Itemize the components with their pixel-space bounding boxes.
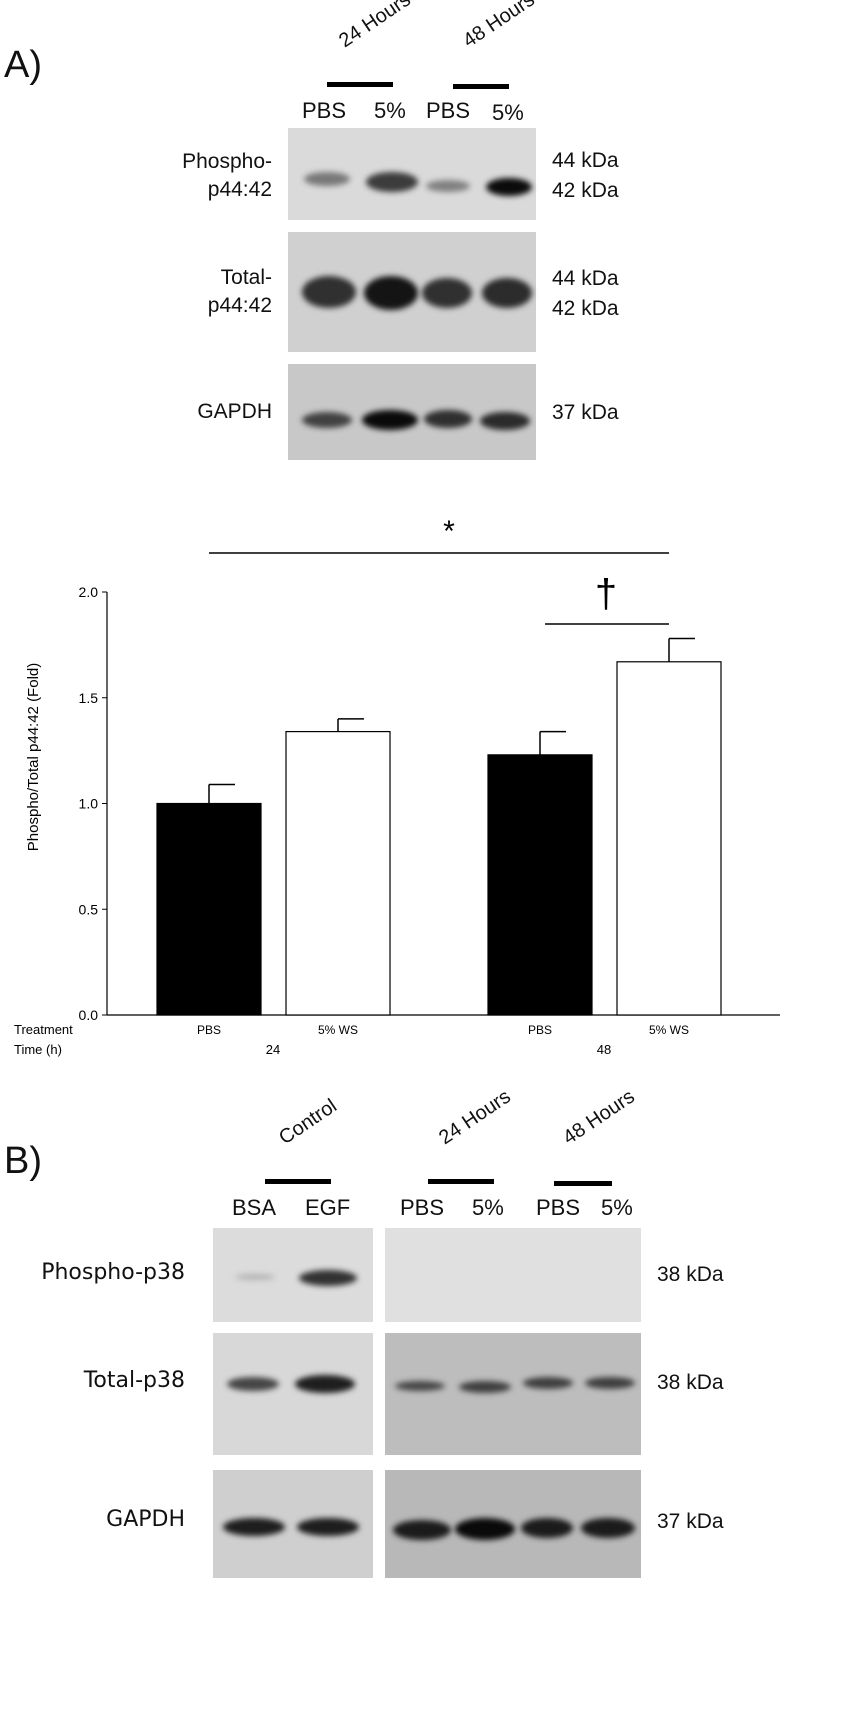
lane-label: 5% xyxy=(472,1195,504,1220)
blot-gapdh-b-treated xyxy=(385,1470,641,1578)
panel-a-letter: A) xyxy=(4,44,42,86)
lane-label: EGF xyxy=(305,1195,351,1220)
bar xyxy=(616,661,722,1016)
blot-phospho-p38-control xyxy=(213,1228,373,1322)
row-label-phospho: Phospho- p44:42 xyxy=(182,150,272,201)
row-label-time: Time (h) xyxy=(14,1042,62,1057)
lane-label: 5% xyxy=(374,98,406,123)
significance-symbol: † xyxy=(595,572,617,616)
group-line-48h xyxy=(453,84,509,89)
kda-label: 44 kDa 42 kDa xyxy=(552,267,619,320)
blot-phospho-p44-42 xyxy=(288,128,536,220)
lane-label: PBS xyxy=(400,1195,445,1220)
lane-label: 5% xyxy=(492,100,524,125)
blot-gapdh-a xyxy=(288,364,536,460)
kda-label: 38 kDa xyxy=(657,1263,724,1286)
y-tick-label: 2.0 xyxy=(79,584,99,600)
group-line-24h xyxy=(327,82,393,87)
blot-gapdh-b-control xyxy=(213,1470,373,1578)
lane-label: PBS xyxy=(302,98,347,123)
x-tick-label: PBS xyxy=(528,1023,552,1037)
group-line-48h xyxy=(554,1181,612,1186)
group-line-control xyxy=(265,1179,331,1184)
y-tick-label: 0.0 xyxy=(79,1007,99,1023)
row-label-gapdh: GAPDH xyxy=(197,400,272,423)
x-tick-label: PBS xyxy=(197,1023,221,1037)
bar-chart: Phospho/Total p44:42 (Fold) 0.0 0.5 1.0 1.5… xyxy=(14,515,780,1057)
row-label-phospho-p38: Phospho-p38 xyxy=(41,1260,185,1285)
time-label: 24 xyxy=(266,1042,280,1057)
group-label-48h: 48 Hours xyxy=(459,0,539,53)
blot-total-p38-treated xyxy=(385,1333,641,1455)
panel-b-letter: B) xyxy=(4,1140,42,1182)
kda-label: 44 kDa 42 kDa xyxy=(552,149,619,202)
row-label-gapdh: GAPDH xyxy=(106,1507,185,1532)
group-label-24h: 24 Hours xyxy=(435,1085,515,1150)
significance-symbol: * xyxy=(443,515,455,548)
y-tick-label: 1.0 xyxy=(79,796,99,812)
blot-total-p38-control xyxy=(213,1333,373,1455)
y-tick-label: 1.5 xyxy=(79,690,99,706)
blot-phospho-p38-treated xyxy=(385,1228,641,1322)
kda-label: 37 kDa xyxy=(657,1510,724,1533)
kda-label: 38 kDa xyxy=(657,1371,724,1394)
bar xyxy=(487,754,593,1016)
row-label-total-p38: Total-p38 xyxy=(83,1368,185,1393)
bar xyxy=(156,802,262,1016)
y-axis-label: Phospho/Total p44:42 (Fold) xyxy=(25,663,42,851)
lane-label: 5% xyxy=(601,1195,633,1220)
lane-label: BSA xyxy=(232,1195,277,1220)
bar xyxy=(285,730,391,1016)
row-label-treatment: Treatment xyxy=(14,1022,73,1037)
x-tick-label: 5% WS xyxy=(649,1023,689,1037)
lane-label: PBS xyxy=(426,98,471,123)
time-label: 48 xyxy=(597,1042,611,1057)
group-label-24h: 24 Hours xyxy=(335,0,415,53)
lane-label: PBS xyxy=(536,1195,581,1220)
y-tick-label: 0.5 xyxy=(79,901,99,917)
group-line-24h xyxy=(428,1179,494,1184)
blot-total-p44-42 xyxy=(288,232,536,352)
row-label-total: Total- p44:42 xyxy=(207,266,272,317)
group-label-control: Control xyxy=(275,1094,341,1150)
kda-label: 37 kDa xyxy=(552,401,619,424)
x-tick-label: 5% WS xyxy=(318,1023,358,1037)
group-label-48h: 48 Hours xyxy=(559,1085,639,1150)
